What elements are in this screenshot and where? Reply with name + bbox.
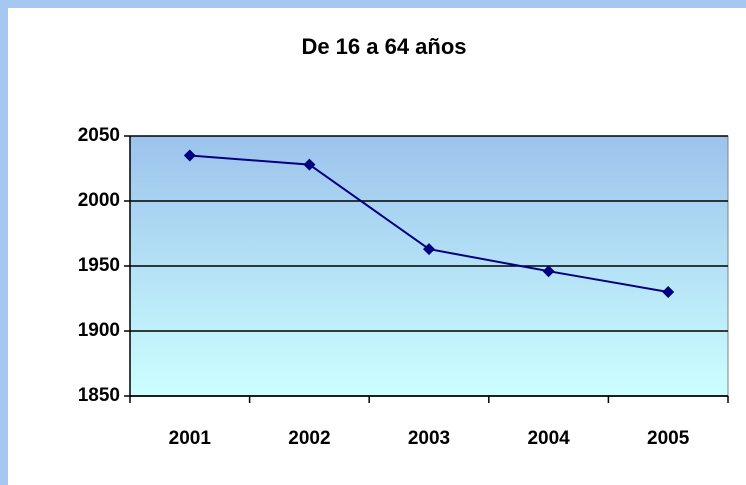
x-tick-label: 2001 (169, 428, 212, 449)
frame-top (0, 0, 746, 8)
x-tick-label: 2003 (408, 428, 450, 449)
marker (183, 149, 196, 162)
y-tick-label: 1950 (78, 255, 120, 276)
x-tick-label: 2005 (647, 428, 690, 449)
marker (542, 265, 555, 278)
y-tick-label: 2000 (78, 190, 120, 211)
marker (303, 158, 316, 171)
y-tick-label: 1900 (78, 320, 120, 341)
marker (662, 286, 675, 298)
frame-left (0, 0, 8, 485)
x-tick-label: 2002 (288, 428, 330, 449)
y-tick-label: 1850 (78, 385, 120, 406)
chart-title: De 16 a 64 años (301, 34, 466, 59)
marker (423, 243, 435, 256)
y-tick-label: 2050 (78, 125, 120, 146)
x-tick-label: 2004 (527, 428, 570, 449)
